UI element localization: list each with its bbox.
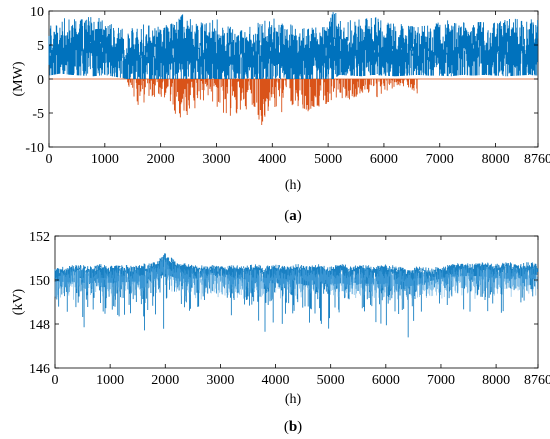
panel-a-x-tick-label: 5000 bbox=[314, 152, 342, 167]
panel-b-y-tick-label: 150 bbox=[29, 274, 50, 289]
panel-b-x-tick-label: 3000 bbox=[206, 373, 234, 388]
panel-b-caption-letter: b bbox=[289, 419, 297, 435]
panel-b-caption: (b) bbox=[284, 419, 302, 435]
panel-a-x-tick-label: 8760 bbox=[524, 152, 550, 167]
panel-a-y-axis-label: (MW) bbox=[11, 61, 26, 96]
panel-a-ticks: 0 1000 2000 3000 4000 5000 6000 7000 8000 8760 -10… bbox=[25, 5, 550, 167]
panel-a-series-2-trace bbox=[127, 79, 418, 126]
panel-b-chart: 0 1000 2000 3000 4000 5000 6000 7000 8000 8760 146… bbox=[11, 230, 550, 435]
panel-b-x-tick-label: 0 bbox=[52, 373, 59, 388]
panel-b-x-tick-label: 5000 bbox=[317, 373, 345, 388]
panel-a-y-tick-label: 10 bbox=[30, 5, 44, 20]
panel-b-plot-frame bbox=[54, 235, 539, 369]
panel-a-series-2 bbox=[127, 79, 418, 126]
panel-b-ticks: 0 1000 2000 3000 4000 5000 6000 7000 8000 8760 146… bbox=[29, 230, 550, 388]
panel-a-x-tick-label: 6000 bbox=[370, 152, 398, 167]
panel-b-y-tick-label: 152 bbox=[29, 230, 50, 245]
panel-a-x-tick-label: 2000 bbox=[147, 152, 175, 167]
panel-b-x-tick-label: 2000 bbox=[151, 373, 179, 388]
panel-b-y-tick-label: 148 bbox=[29, 318, 50, 333]
panel-b-x-tick-label: 7000 bbox=[427, 373, 455, 388]
panel-a-chart: 0 1000 2000 3000 4000 5000 6000 7000 8000 8760 -10… bbox=[11, 5, 550, 224]
panel-b-series-1-highlight bbox=[54, 256, 538, 300]
panel-b-x-tick-label: 8760 bbox=[524, 373, 550, 388]
panel-a-series-1-trace bbox=[48, 12, 539, 79]
panel-a-series-1 bbox=[48, 12, 539, 79]
panel-a-y-tick-label: -5 bbox=[32, 107, 44, 122]
panel-b-y-axis-label: (kV) bbox=[11, 288, 26, 315]
panel-a-y-tick-label: -10 bbox=[25, 141, 44, 156]
panel-a-x-tick-label: 4000 bbox=[258, 152, 286, 167]
panel-a-x-tick-label: 8000 bbox=[482, 152, 510, 167]
panel-b-x-tick-label: 6000 bbox=[372, 373, 400, 388]
panel-a-x-tick-label: 3000 bbox=[202, 152, 230, 167]
panel-b-data-layer bbox=[54, 253, 539, 338]
panel-a-y-tick-label: 0 bbox=[37, 73, 44, 88]
panel-a-x-tick-label: 7000 bbox=[426, 152, 454, 167]
panel-b-x-tick-label: 4000 bbox=[262, 373, 290, 388]
panel-a-caption-letter: a bbox=[289, 208, 297, 224]
panel-a-data-layer bbox=[48, 12, 539, 126]
panel-a-caption: (a) bbox=[284, 208, 302, 224]
panel-b-x-tick-label: 1000 bbox=[96, 373, 124, 388]
panel-a-x-axis-label: (h) bbox=[285, 178, 302, 193]
panel-a-x-tick-label: 0 bbox=[46, 152, 53, 167]
panel-b-y-tick-label: 146 bbox=[29, 362, 50, 377]
panel-b-x-tick-label: 8000 bbox=[482, 373, 510, 388]
panel-a-y-tick-label: 5 bbox=[37, 39, 44, 54]
panel-a-x-tick-label: 1000 bbox=[91, 152, 119, 167]
panel-b-x-axis-label: (h) bbox=[285, 392, 302, 407]
